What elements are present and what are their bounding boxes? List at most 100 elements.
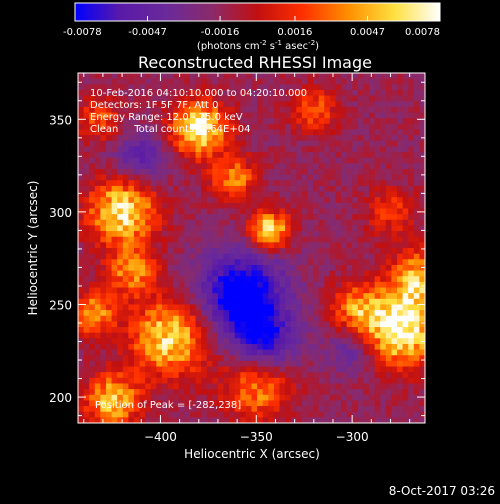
heatmap-cell [94,78,101,85]
heatmap-cell [419,112,426,119]
heatmap-cell [397,95,404,102]
heatmap-cell [117,174,124,181]
heatmap-cell [357,394,364,401]
annotation-energy-range: Energy Range: 12.0 - 25.0 keV [90,112,243,123]
heatmap-cell [363,208,370,215]
heatmap-cell [100,197,107,204]
heatmap-cell [391,389,398,396]
heatmap-cell [128,321,135,328]
heatmap-cell [178,242,185,249]
heatmap-cell [391,146,398,153]
heatmap-cell [251,304,258,311]
heatmap-cell [279,101,286,108]
heatmap-cell [94,321,101,328]
heatmap-cell [369,174,376,181]
heatmap-cell [329,185,336,192]
heatmap-cell [206,321,213,328]
heatmap-cell [78,259,84,266]
heatmap-cell [324,332,331,339]
heatmap-cell [307,253,314,260]
heatmap-cell [324,343,331,351]
heatmap-cell [94,394,101,401]
heatmap-cell [161,180,168,187]
heatmap-cell [402,259,409,266]
heatmap-cell [184,73,191,80]
heatmap-cell [195,129,202,136]
heatmap-cell [111,163,118,170]
heatmap-cell [201,315,208,322]
heatmap-cell [380,129,387,136]
heatmap-cell [161,360,168,367]
heatmap-cell [234,118,241,125]
heatmap-cell [369,315,376,322]
heatmap-cell [234,135,241,142]
heatmap-cell [296,106,303,113]
heatmap-cell [229,242,236,249]
heatmap-cell [397,219,404,226]
heatmap-cell [419,231,426,238]
heatmap-cell [206,129,213,136]
heatmap-cell [324,349,331,356]
heatmap-cell [229,276,236,283]
heatmap-cell [357,146,364,153]
heatmap-cell [139,112,146,119]
heatmap-cell [128,355,135,362]
heatmap-cell [184,129,191,136]
heatmap-cell [161,321,168,328]
heatmap-cell [324,310,331,317]
heatmap-cell [94,411,101,418]
heatmap-cell [257,400,264,407]
heatmap-cell [89,242,96,249]
heatmap-cell [402,281,409,288]
heatmap-cell [402,180,409,187]
heatmap-cell [301,360,308,367]
heatmap-cell [385,270,392,277]
heatmap-cell [413,310,420,317]
heatmap-cell [251,355,258,362]
heatmap-cell [156,84,163,91]
heatmap-cell [402,191,409,198]
heatmap-cell [335,394,342,401]
heatmap-cell [234,332,241,339]
heatmap-cell [89,287,96,294]
heatmap-cell [341,366,348,373]
heatmap-cell [408,383,415,390]
heatmap-cell [156,219,163,226]
heatmap-cell [363,383,370,390]
heatmap-cell [195,208,202,215]
heatmap-cell [357,95,364,102]
heatmap-cell [212,338,219,345]
heatmap-cell [251,202,258,209]
heatmap-cell [268,349,275,356]
heatmap-cell [296,287,303,294]
heatmap-cell [229,349,236,356]
heatmap-cell [229,214,236,221]
heatmap-cell [262,355,269,362]
heatmap-cell [257,168,264,176]
heatmap-cell [89,135,96,142]
heatmap-cell [268,338,275,345]
heatmap-cell [156,355,163,362]
heatmap-cell [313,264,320,271]
heatmap-cell [357,168,364,176]
heatmap-cell [189,236,196,243]
heatmap-cell [111,242,118,249]
heatmap-cell [150,343,157,351]
heatmap-cell [352,118,359,125]
heatmap-cell [391,264,398,271]
heatmap-cell [251,106,258,113]
heatmap-cell [217,208,224,215]
heatmap-cell [234,174,241,181]
heatmap-cell [251,293,258,300]
heatmap-cell [329,315,336,322]
heatmap-cell [229,101,236,108]
heatmap-cell [402,383,409,390]
heatmap-cell [240,219,247,226]
heatmap-cell [324,327,331,334]
heatmap-cell [178,332,185,339]
heatmap-cell [156,310,163,317]
heatmap-cell [335,315,342,322]
heatmap-cell [301,270,308,277]
heatmap-cell [402,310,409,317]
heatmap-cell [369,270,376,277]
